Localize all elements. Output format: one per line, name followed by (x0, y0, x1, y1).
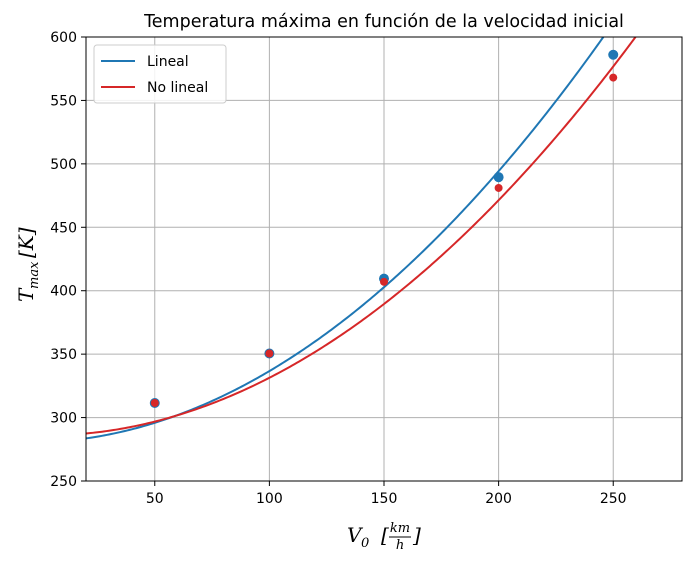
series-point-1 (608, 49, 619, 60)
y-tick-label: 350 (50, 347, 77, 363)
x-axis-label-num: km (390, 521, 410, 536)
axis-ticks: 50 100 150 200 250 250 300 350 400 450 500 550 600 (50, 30, 626, 507)
legend-label-1: Lineal (147, 54, 189, 70)
series-line-2 (86, 37, 637, 435)
grid (86, 36, 682, 482)
series-point-2 (494, 183, 503, 192)
series-point-2 (150, 398, 159, 407)
series-point-1 (493, 172, 504, 183)
y-axis-label-sub: max (27, 261, 42, 289)
x-axis-label-main: V (347, 523, 364, 547)
x-tick-label: 200 (485, 491, 512, 507)
y-axis-label-unit: [K] (14, 227, 38, 258)
x-tick-label: 150 (371, 491, 398, 507)
y-tick-label: 500 (50, 157, 77, 173)
series-curves (86, 37, 637, 440)
y-tick-label: 600 (50, 30, 77, 46)
series-points (149, 49, 619, 408)
x-tick-label: 50 (146, 491, 164, 507)
x-axis-label-bracket-right: ] (412, 523, 421, 547)
chart-title: Temperatura máxima en función de la velo… (143, 12, 624, 32)
x-axis-label-den: h (396, 538, 404, 553)
y-tick-label: 450 (50, 220, 77, 236)
legend: Lineal No lineal (93, 44, 227, 104)
y-tick-label: 400 (50, 284, 77, 300)
x-axis-label-bracket-left: [ (381, 523, 389, 547)
legend-box (93, 44, 227, 104)
series-point-2 (609, 73, 618, 82)
y-axis-label: T max [K] (14, 227, 42, 302)
series-point-2 (380, 277, 388, 286)
x-tick-label: 250 (600, 491, 627, 507)
legend-label-2: No lineal (147, 80, 208, 96)
y-tick-label: 550 (50, 93, 77, 109)
y-axis-label-main: T (14, 287, 38, 302)
y-tick-label: 250 (50, 474, 77, 490)
series-point-2 (265, 349, 274, 358)
x-tick-label: 100 (256, 491, 283, 507)
x-axis-label: V 0 [ km h ] (347, 521, 421, 553)
x-axis-label-sub: 0 (361, 536, 369, 551)
y-tick-label: 300 (50, 411, 77, 427)
